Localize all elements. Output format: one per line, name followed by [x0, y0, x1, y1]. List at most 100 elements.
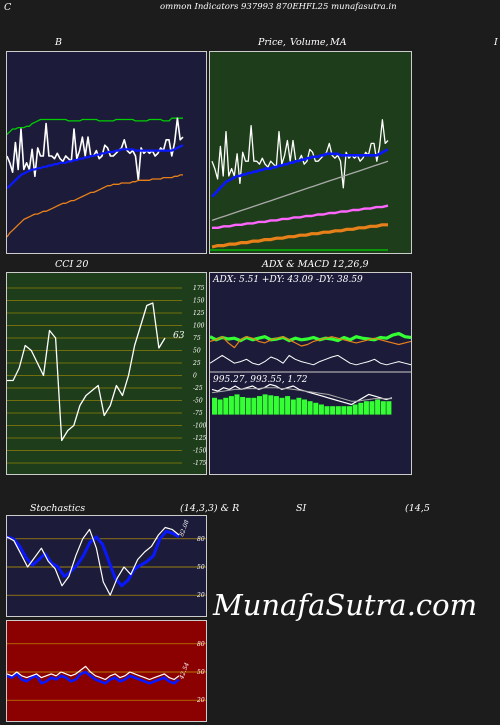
price-title-c: MA [330, 37, 347, 48]
adx-series-1 [210, 336, 411, 349]
macd-bar-30 [380, 401, 386, 415]
price-chart [210, 119, 389, 251]
price-series-1 [211, 148, 389, 198]
macd-bar-15 [296, 397, 302, 415]
macd-bar-2 [223, 397, 229, 415]
bb-series-0 [7, 117, 183, 135]
cci-last-value: 63 [173, 331, 185, 341]
macd-bar-6 [245, 397, 251, 415]
macd-bar-28 [369, 401, 375, 415]
macd-bar-3 [228, 396, 234, 415]
cci-tick-label-2: 125 [193, 310, 205, 317]
macd-line-1 [211, 387, 392, 402]
price-series-3 [212, 204, 389, 230]
cci-title: CCI 20 [55, 259, 89, 270]
si-panel: 80 50 20 42.54 [6, 620, 207, 722]
cci-tick-label-3: 100 [193, 323, 205, 330]
macd-bar-0 [212, 397, 217, 415]
macd-bar-5 [240, 397, 246, 415]
price-series-4 [211, 223, 388, 249]
stoch-panel: 80 50 20 82.08 [6, 515, 207, 617]
cci-panel: 175 150 125 100 75 50 25 0 -25 -50 -75 -100 -125 -150… [6, 272, 207, 475]
bb-series-3 [7, 174, 183, 238]
macd-label: 995.27, 993.55, 1.72 [213, 375, 308, 385]
macd-bar-25 [352, 404, 358, 415]
si-param: (14,5 [405, 503, 430, 514]
bb-series-2 [7, 144, 184, 190]
price-series-2 [211, 160, 389, 222]
macd-bar-9 [262, 394, 268, 415]
svg-si-tick-label-1: 50 [197, 669, 205, 676]
macd-bar-18 [313, 402, 319, 415]
si-title: SI [296, 503, 307, 514]
stoch-chart: 80 50 20 82.08 [7, 519, 206, 599]
svg-stoch-tick-label-2: 20 [196, 592, 205, 599]
price-title-a: Price, [258, 37, 286, 48]
macd-bar-11 [273, 396, 279, 415]
bb-panel [6, 51, 207, 254]
svg-stoch-last-value: 82.08 [178, 519, 191, 538]
header-left-letter: C [4, 2, 12, 13]
cci-tick-label-14: -175 [193, 460, 206, 467]
svg-stoch-series-1 [7, 526, 180, 596]
adx-panel: ADX: 5.51 +DY: 43.09 -DY: 38.59 995.27, … [209, 272, 412, 475]
adx-macd-title: ADX & MACD 12,26,9 [262, 259, 369, 270]
cci-chart: 175 150 125 100 75 50 25 0 -25 -50 -75 -100 -125 -150… [7, 285, 206, 467]
cci-line [7, 302, 166, 442]
macd-bar-1 [217, 399, 223, 415]
macd-bar-31 [386, 401, 392, 415]
adx-label: ADX: 5.51 +DY: 43.09 -DY: 38.59 [213, 275, 363, 285]
macd-bar-19 [318, 404, 324, 415]
macd-bar-16 [302, 399, 307, 415]
stoch-param: (14,3,3) & R [180, 503, 240, 514]
si-chart: 80 50 20 42.54 [7, 641, 206, 704]
cci-tick-label-6: 25 [192, 360, 201, 367]
svg-si-tick-label-0: 80 [197, 641, 205, 648]
stoch-title: Stochastics [30, 503, 86, 514]
price-series-0 [211, 119, 389, 189]
cci-tick-label-11: -100 [193, 423, 206, 430]
macd-bar-26 [358, 402, 364, 415]
watermark: MunafaSutra.com [213, 588, 478, 622]
adx-chart [210, 331, 411, 415]
svg-stoch-tick-label-1: 50 [197, 564, 205, 571]
price-panel [209, 51, 412, 254]
macd-bar-4 [234, 394, 240, 415]
macd-bar-10 [268, 395, 274, 415]
cci-tick-label-0: 175 [193, 285, 205, 292]
macd-bar-24 [347, 406, 352, 415]
macd-bar-22 [335, 406, 341, 415]
macd-bar-17 [307, 401, 313, 415]
macd-bar-8 [257, 396, 262, 415]
cci-tick-label-9: -50 [193, 398, 203, 405]
cci-tick-label-1: 150 [193, 298, 205, 305]
svg-si-last-value: 42.54 [178, 661, 191, 681]
cci-tick-label-4: 75 [193, 335, 201, 342]
bb-series-1 [7, 117, 184, 182]
macd-bar-20 [324, 406, 330, 415]
bb-title: B [55, 37, 62, 48]
macd-bar-29 [375, 399, 381, 415]
cci-tick-label-7: 0 [193, 373, 197, 380]
cci-tick-label-10: -75 [193, 410, 203, 417]
svg-si-tick-label-2: 20 [196, 697, 205, 704]
cci-tick-label-8: -25 [193, 385, 203, 392]
macd-bar-23 [341, 406, 347, 415]
svg-si-series-1 [7, 665, 180, 681]
bb-chart [7, 117, 184, 238]
adx-series-2 [210, 354, 411, 366]
header-right-letter: I [494, 37, 498, 48]
macd-bar-27 [363, 401, 369, 415]
cci-tick-label-12: -125 [193, 435, 206, 442]
macd-bar-12 [279, 397, 285, 415]
svg-stoch-tick-label-0: 80 [197, 536, 205, 543]
cci-tick-label-5: 50 [193, 348, 201, 355]
macd-bar-21 [330, 406, 336, 415]
cci-tick-label-13: -150 [193, 448, 206, 455]
macd-bar-14 [290, 399, 296, 415]
price-title-b: Volume, [290, 37, 329, 48]
header-title: ommon Indicators 937993 870EHFL25 munafa… [160, 2, 397, 12]
svg-si-series-0 [7, 670, 180, 685]
macd-bar-13 [285, 396, 291, 415]
